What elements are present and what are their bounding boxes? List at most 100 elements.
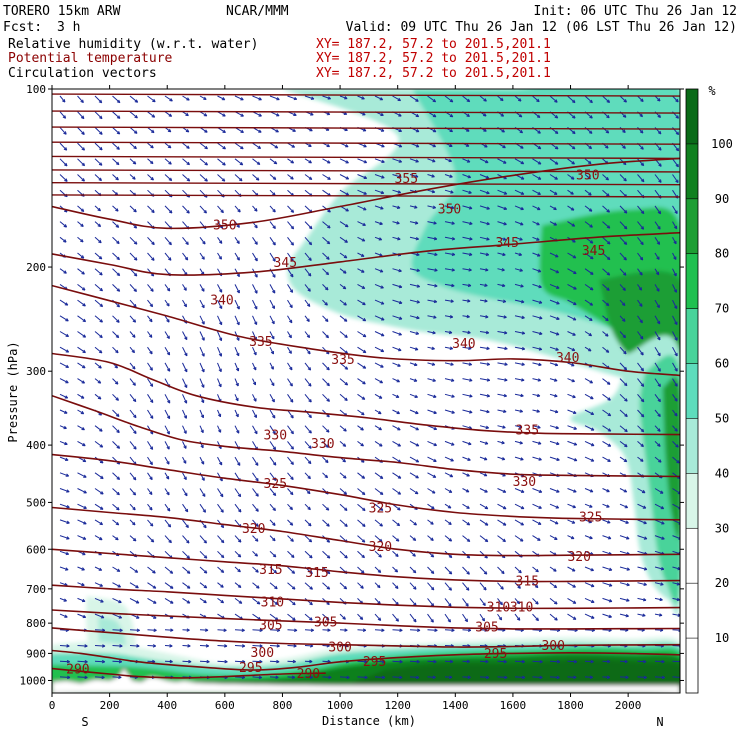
- y-tick-label: 700: [26, 583, 46, 596]
- vector-arrow: [498, 410, 507, 413]
- colorbar-segment: [686, 199, 698, 254]
- vector-arrow: [183, 410, 187, 418]
- vector-arrow: [428, 614, 434, 622]
- vector-arrow: [148, 567, 156, 573]
- vector-arrow: [288, 489, 293, 495]
- vector-arrow: [60, 190, 67, 197]
- theta-label: 315: [305, 566, 328, 581]
- colorbar-segment: [686, 528, 698, 583]
- vector-arrow: [428, 379, 436, 382]
- vector-arrow: [165, 426, 169, 434]
- vector-arrow: [603, 598, 612, 602]
- vector-arrow: [305, 175, 312, 180]
- vector-arrow: [585, 379, 593, 383]
- vector-arrow: [130, 206, 136, 212]
- vector-arrow: [148, 489, 152, 495]
- vector-arrow: [200, 629, 208, 632]
- vector-arrow: [270, 206, 275, 212]
- vector-arrow: [498, 394, 507, 397]
- vector-arrow: [60, 614, 67, 617]
- vector-arrow: [113, 410, 120, 417]
- vector-arrow: [393, 347, 402, 351]
- vector-arrow: [375, 410, 381, 414]
- vector-arrow: [60, 567, 68, 570]
- vector-arrow: [410, 394, 418, 397]
- vector-arrow: [515, 441, 523, 444]
- vector-arrow: [323, 175, 331, 180]
- vector-arrow: [533, 379, 541, 382]
- vector-arrow: [288, 347, 292, 353]
- vector-arrow: [165, 457, 169, 464]
- theta-label: 330: [311, 437, 334, 452]
- vector-arrow: [445, 583, 452, 591]
- vector-arrow: [165, 363, 170, 371]
- vector-arrow: [78, 159, 85, 166]
- vector-arrow: [253, 363, 256, 370]
- vector-arrow: [200, 536, 207, 544]
- vector-arrow: [253, 598, 260, 604]
- vector-arrow: [183, 237, 189, 244]
- vector-arrow: [585, 457, 594, 461]
- vector-arrow: [568, 567, 576, 571]
- vector-arrow: [113, 441, 120, 448]
- vector-arrow: [148, 410, 153, 419]
- vector-arrow: [95, 284, 103, 290]
- vector-arrow: [235, 300, 239, 309]
- theta-label: 300: [251, 646, 274, 661]
- vector-arrow: [498, 567, 505, 574]
- vector-arrow: [183, 175, 190, 182]
- vector-arrow: [78, 332, 86, 338]
- vector-arrow: [340, 551, 347, 558]
- vector-arrow: [533, 598, 539, 604]
- vector-arrow: [288, 473, 294, 480]
- vector-arrow: [200, 237, 205, 244]
- vector-arrow: [95, 112, 102, 119]
- vector-arrow: [60, 112, 66, 119]
- vector-arrow: [78, 363, 86, 368]
- theta-label: 305: [475, 621, 498, 636]
- vector-arrow: [78, 614, 86, 618]
- vector-arrow: [78, 284, 86, 290]
- vector-arrow: [480, 489, 487, 493]
- vector-arrow: [463, 379, 473, 382]
- vector-arrow: [445, 629, 454, 632]
- vector-arrow: [253, 583, 260, 589]
- vector-arrow: [498, 551, 505, 557]
- vector-arrow: [288, 583, 296, 590]
- vector-arrow: [568, 614, 576, 619]
- vector-arrow: [253, 206, 258, 211]
- theta-label: 340: [452, 337, 475, 352]
- x-tick-label: 0: [49, 699, 56, 712]
- vector-arrow: [498, 363, 508, 366]
- vector-arrow: [60, 520, 69, 524]
- vector-arrow: [130, 394, 136, 401]
- vector-arrow: [340, 332, 347, 338]
- vector-arrow: [60, 379, 68, 383]
- vector-arrow: [480, 583, 486, 590]
- x-tick-label: 1400: [442, 699, 469, 712]
- vector-arrow: [235, 284, 239, 293]
- vector-arrow: [95, 175, 102, 181]
- vector-arrow: [288, 645, 297, 648]
- vector-arrow: [428, 520, 434, 524]
- x-tick-label: 2000: [615, 699, 642, 712]
- vector-arrow: [165, 536, 171, 543]
- vector-arrow: [95, 489, 103, 495]
- vector-arrow: [445, 520, 451, 525]
- vector-arrow: [200, 347, 204, 356]
- vector-arrow: [95, 332, 102, 338]
- vector-arrow: [270, 237, 275, 245]
- vector-arrow: [200, 551, 207, 558]
- theta-label: 330: [264, 428, 287, 443]
- vector-arrow: [200, 175, 207, 182]
- vector-arrow: [165, 441, 169, 449]
- vector-arrow: [200, 316, 204, 324]
- vector-arrow: [620, 489, 627, 492]
- vector-arrow: [78, 222, 84, 227]
- vector-arrow: [480, 536, 488, 542]
- vector-arrow: [410, 379, 417, 382]
- vector-arrow: [270, 175, 276, 180]
- vector-arrow: [463, 567, 470, 574]
- vector-arrow: [603, 394, 611, 400]
- vector-arrow: [218, 410, 221, 417]
